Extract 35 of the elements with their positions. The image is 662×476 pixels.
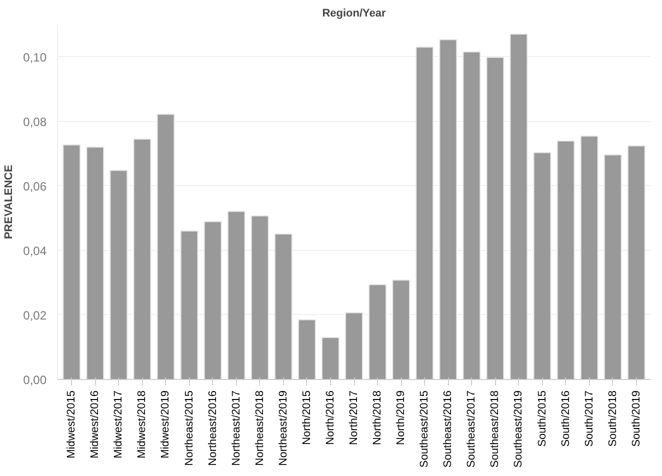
y-tick-label: 0,02 — [23, 308, 47, 322]
x-tick-label: Midwest/2017 — [112, 390, 125, 458]
x-tick-label: South/2019 — [630, 390, 642, 447]
x-tick-label: Midwest/2016 — [89, 390, 102, 458]
x-tick-label: Northeast/2016 — [206, 390, 219, 466]
x-tick-label: Southeast/2017 — [466, 390, 478, 468]
x-tick-label: Midwest/2018 — [136, 390, 148, 458]
x-tick-label: Northeast/2018 — [254, 390, 266, 466]
y-tick-label: 0,04 — [23, 244, 47, 258]
x-tick-label: Southeast/2019 — [512, 390, 525, 468]
y-tick-label: 0,10 — [23, 50, 47, 64]
x-tick-label: Northeast/2015 — [183, 390, 196, 466]
x-tick-label: Northeast/2019 — [277, 390, 290, 466]
x-tick-label: Midwest/2019 — [160, 390, 172, 458]
x-tick-label: Southeast/2015 — [418, 390, 431, 468]
x-tick-label: Southeast/2018 — [489, 390, 502, 468]
y-tick-label: 0,00 — [23, 373, 47, 387]
x-tick-label: Northeast/2017 — [230, 390, 242, 466]
chart-title: Region/Year — [322, 8, 387, 20]
bar — [321, 337, 340, 380]
x-tick-label: South/2015 — [536, 390, 548, 447]
x-tick-label: North/2015 — [300, 390, 313, 445]
x-tick-label: North/2016 — [324, 390, 336, 445]
y-tick-label: 0,08 — [23, 114, 47, 129]
bar — [298, 319, 316, 380]
y-axis-title: PREVALENCE — [3, 164, 16, 240]
x-tick-label: Southeast/2016 — [442, 390, 454, 468]
x-tick-label: North/2017 — [348, 390, 360, 445]
x-tick-label: Midwest/2015 — [66, 390, 78, 458]
x-tick-label: North/2019 — [395, 390, 408, 445]
x-tick-label: South/2018 — [606, 390, 619, 447]
x-tick-label: South/2017 — [583, 390, 596, 447]
y-tick-label: 0,06 — [23, 179, 47, 194]
x-tick-label: North/2018 — [372, 390, 384, 445]
x-tick-label: South/2016 — [560, 390, 572, 447]
